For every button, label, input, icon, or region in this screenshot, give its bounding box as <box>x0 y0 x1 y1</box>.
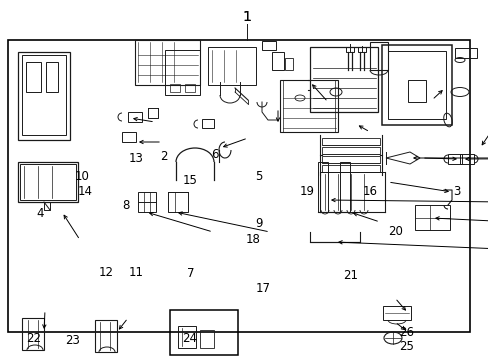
Bar <box>321 156 379 163</box>
Bar <box>128 112 142 122</box>
Bar <box>309 47 377 112</box>
Text: 9: 9 <box>255 217 263 230</box>
Bar <box>319 172 384 212</box>
Text: 24: 24 <box>182 332 197 345</box>
Bar <box>207 47 256 85</box>
Bar <box>459 154 473 164</box>
Text: 23: 23 <box>65 334 80 347</box>
Bar <box>280 80 337 132</box>
Text: 15: 15 <box>182 174 197 187</box>
Bar <box>8 40 469 332</box>
Bar <box>46 62 58 92</box>
Bar <box>95 320 117 352</box>
Bar <box>202 119 214 128</box>
Text: 25: 25 <box>399 340 413 353</box>
Bar <box>26 62 41 92</box>
Text: 20: 20 <box>387 225 402 238</box>
Bar <box>22 55 66 135</box>
Bar <box>346 47 353 52</box>
Bar <box>18 162 78 202</box>
Bar <box>447 154 461 164</box>
Bar <box>271 52 284 70</box>
Text: 1: 1 <box>242 10 251 24</box>
Bar <box>135 40 200 85</box>
Text: 16: 16 <box>363 185 377 198</box>
Text: 1: 1 <box>242 10 251 24</box>
Bar <box>184 84 195 92</box>
Bar <box>138 192 156 212</box>
Text: 7: 7 <box>186 267 194 280</box>
Text: 12: 12 <box>99 266 114 279</box>
Text: 5: 5 <box>255 170 263 183</box>
Bar <box>170 310 238 355</box>
Text: 14: 14 <box>78 185 93 198</box>
Bar <box>321 147 379 154</box>
Bar <box>321 138 379 145</box>
Text: 18: 18 <box>245 233 260 246</box>
Bar <box>317 162 327 212</box>
Bar <box>369 42 387 70</box>
Bar <box>170 84 180 92</box>
Bar <box>178 326 196 348</box>
Text: 4: 4 <box>36 207 44 220</box>
Bar <box>357 47 365 52</box>
Bar <box>285 58 292 70</box>
Text: 21: 21 <box>343 269 358 282</box>
Bar <box>18 52 70 140</box>
Bar <box>22 318 44 350</box>
Text: 10: 10 <box>75 170 89 183</box>
Text: 26: 26 <box>399 327 413 339</box>
Text: 3: 3 <box>452 185 460 198</box>
Text: 6: 6 <box>211 148 219 161</box>
Text: 2: 2 <box>160 150 167 163</box>
Bar <box>454 48 476 58</box>
Bar <box>321 165 379 172</box>
Bar <box>382 306 410 320</box>
Text: 22: 22 <box>26 332 41 345</box>
Bar <box>407 80 425 102</box>
Text: 13: 13 <box>128 152 143 165</box>
Bar <box>339 162 349 212</box>
Bar <box>262 41 275 50</box>
Text: 8: 8 <box>122 199 130 212</box>
Bar <box>164 50 200 95</box>
Bar <box>200 330 214 348</box>
Text: 17: 17 <box>255 282 270 295</box>
Bar <box>381 45 451 125</box>
Bar <box>168 192 187 212</box>
Text: 11: 11 <box>128 266 143 279</box>
Bar <box>20 164 76 200</box>
Bar <box>122 132 136 142</box>
Text: 19: 19 <box>299 185 314 198</box>
Bar <box>414 205 449 230</box>
Bar <box>387 51 445 119</box>
